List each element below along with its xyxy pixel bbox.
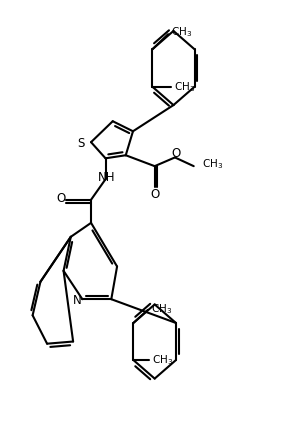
Text: N: N xyxy=(73,293,81,306)
Text: O: O xyxy=(171,146,180,159)
Text: NH: NH xyxy=(98,171,116,184)
Text: O: O xyxy=(150,187,159,200)
Text: CH$_3$: CH$_3$ xyxy=(171,25,192,39)
Text: CH$_3$: CH$_3$ xyxy=(152,353,173,366)
Text: S: S xyxy=(77,136,85,149)
Text: CH$_3$: CH$_3$ xyxy=(202,157,224,171)
Text: CH$_3$: CH$_3$ xyxy=(174,80,195,93)
Text: O: O xyxy=(57,191,66,205)
Text: CH$_3$: CH$_3$ xyxy=(151,301,172,315)
